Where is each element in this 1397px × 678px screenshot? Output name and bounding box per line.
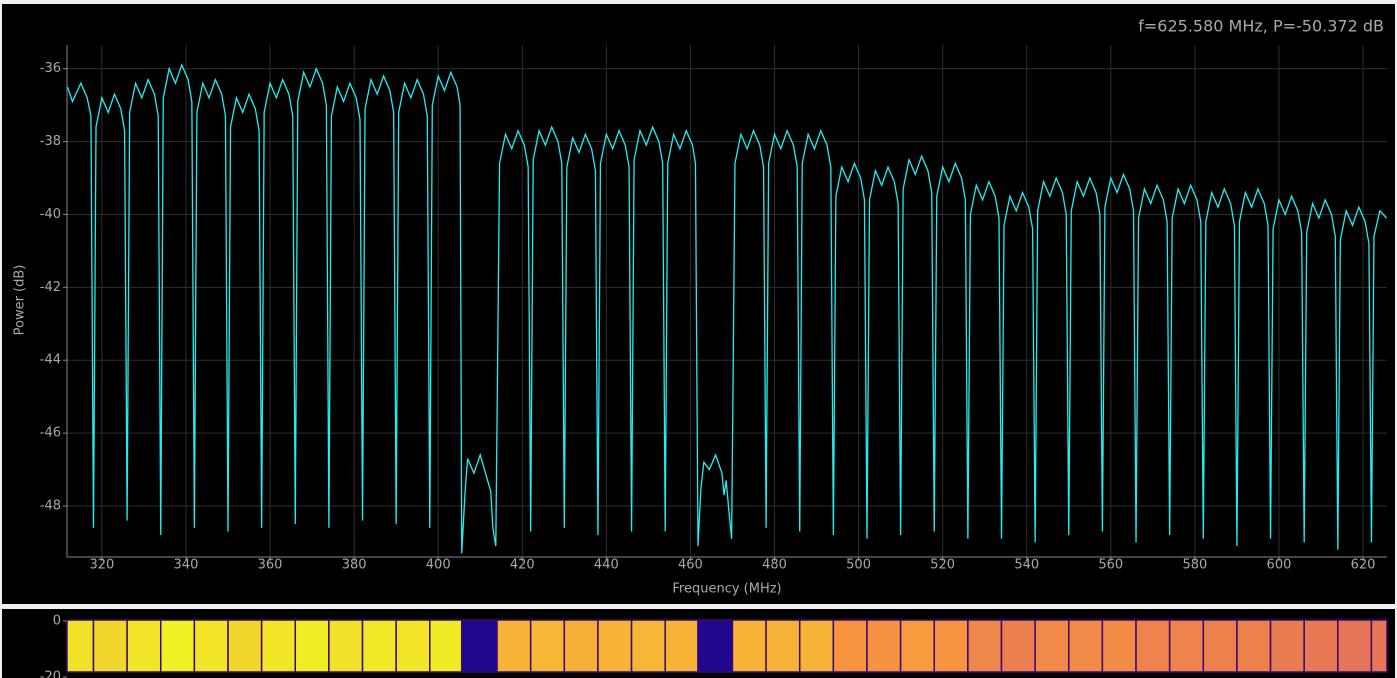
waterfall-cell — [1269, 619, 1305, 673]
y-tick-label: -48 — [40, 498, 61, 513]
waterfall-cell — [597, 619, 633, 673]
x-tick-label: 460 — [678, 558, 703, 573]
y-tick-label: -36 — [40, 61, 61, 76]
waterfall-cell — [1236, 619, 1272, 673]
x-tick-label: 400 — [426, 558, 451, 573]
waterfall-cell — [66, 619, 95, 673]
waterfall-cell — [395, 619, 431, 673]
x-tick-label: 600 — [1267, 558, 1292, 573]
x-tick-label: 340 — [174, 558, 199, 573]
waterfall-cell — [967, 619, 1003, 673]
y-tick-label: -42 — [40, 280, 61, 295]
y-axis-label: Power (dB) — [13, 265, 28, 336]
x-tick-label: 320 — [89, 558, 114, 573]
spectrum-line — [66, 63, 1388, 554]
x-axis-label: Frequency (MHz) — [672, 582, 781, 597]
x-tick-label: 500 — [846, 558, 871, 573]
waterfall-cell — [294, 619, 330, 673]
x-tick-label: 580 — [1182, 558, 1207, 573]
x-tick-label: 560 — [1098, 558, 1123, 573]
waterfall-cell — [429, 619, 463, 673]
waterfall-cell — [664, 619, 699, 673]
x-tick-label: 480 — [762, 558, 787, 573]
waterfall-cell — [1303, 619, 1339, 673]
x-tick-label: 620 — [1351, 558, 1376, 573]
waterfall-cell — [361, 619, 397, 673]
waterfall-cell — [899, 619, 935, 673]
waterfall-cell — [193, 619, 229, 673]
waterfall-cell — [798, 619, 835, 673]
waterfall-cell — [630, 619, 666, 673]
waterfall-cell — [1168, 619, 1205, 673]
waterfall-cell — [1101, 619, 1137, 673]
waterfall-cell — [731, 619, 767, 673]
waterfall-cell — [126, 619, 162, 673]
y-tick-label: -46 — [40, 426, 61, 441]
x-tick-label: 440 — [594, 558, 619, 573]
x-tick-label: 520 — [930, 558, 955, 573]
waterfall-cell — [1370, 619, 1388, 673]
x-tick-label: 360 — [258, 558, 283, 573]
x-tick-label: 420 — [510, 558, 535, 573]
waterfall-cell — [1202, 619, 1238, 673]
waterfall-cell — [765, 619, 801, 673]
waterfall-cell — [832, 619, 868, 673]
waterfall-cell — [866, 619, 902, 673]
waterfall-cell — [159, 619, 196, 673]
waterfall-cell — [933, 619, 969, 673]
waterfall-cell — [1337, 619, 1373, 673]
y-tick-label: -38 — [40, 134, 61, 149]
waterfall-cell — [1034, 619, 1070, 673]
y-tick-label: -40 — [40, 207, 61, 222]
y-tick-label: 0 — [53, 614, 61, 629]
waterfall-cell — [460, 619, 498, 673]
waterfall-cell — [328, 619, 364, 673]
waterfall-cell — [563, 619, 599, 673]
waterfall-cell — [1000, 619, 1036, 673]
waterfall-cell — [260, 619, 297, 673]
x-tick-label: 380 — [342, 558, 367, 573]
waterfall-cell — [697, 619, 734, 673]
waterfall-cell — [529, 619, 566, 673]
waterfall-cell — [496, 619, 532, 673]
waterfall-cell — [227, 619, 263, 673]
waterfall-cell — [92, 619, 128, 673]
x-tick-label: 540 — [1014, 558, 1039, 573]
waterfall-cell — [1068, 619, 1104, 673]
y-tick-label: -20 — [40, 670, 61, 678]
spectrum-panel — [2, 4, 1395, 604]
cursor-readout: f=625.580 MHz, P=-50.372 dB — [1138, 17, 1384, 36]
waterfall-cell — [1135, 619, 1171, 673]
y-tick-label: -44 — [40, 353, 61, 368]
